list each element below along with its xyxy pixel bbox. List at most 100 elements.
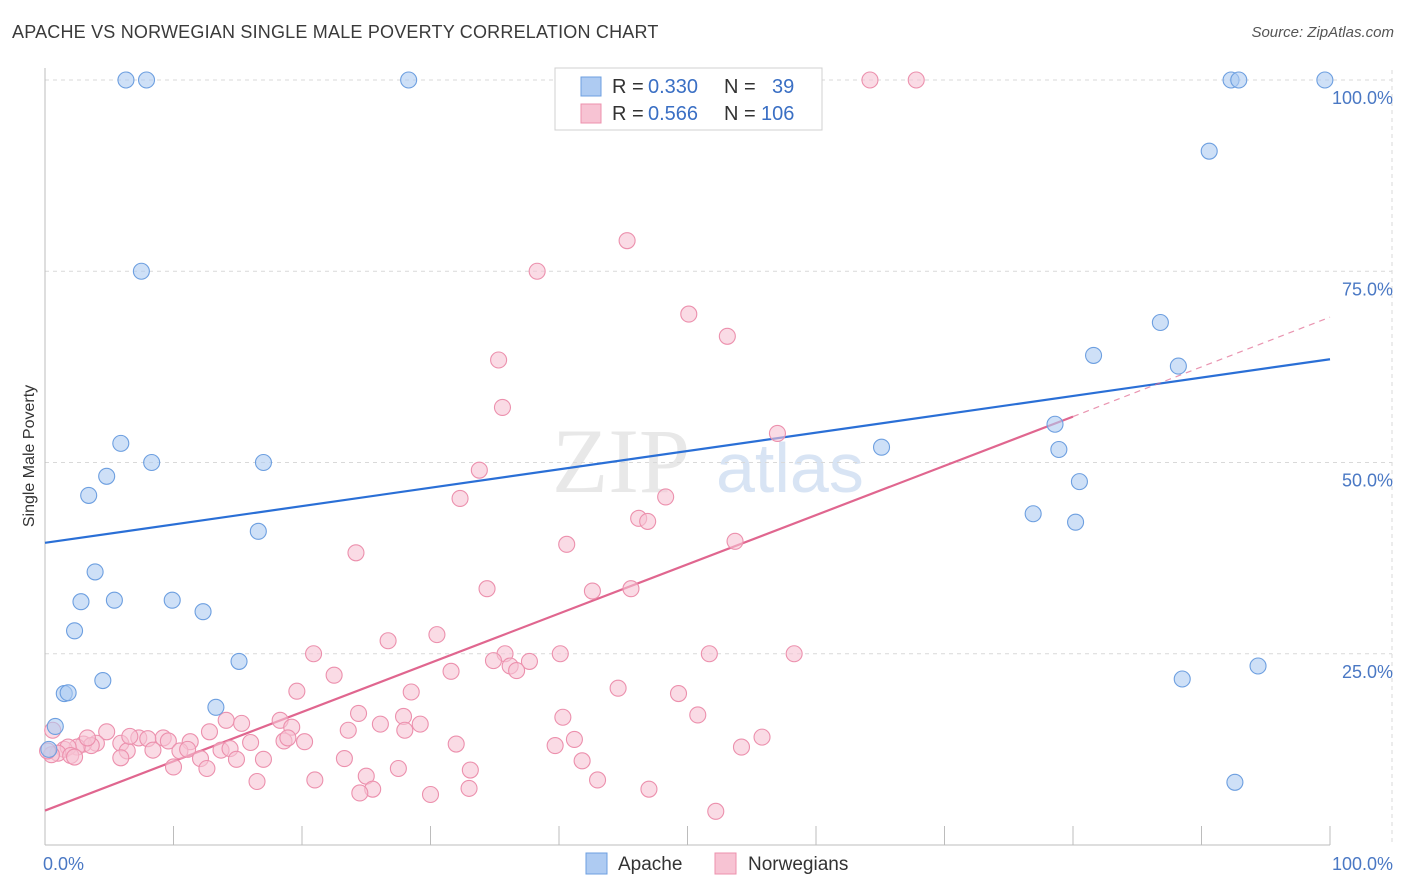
point-norwegians-34 bbox=[288, 682, 306, 700]
point-norwegians-49 bbox=[200, 723, 219, 741]
point-norwegians-20 bbox=[428, 626, 446, 644]
point-norwegians-43 bbox=[233, 714, 251, 732]
point-norwegians-11 bbox=[657, 488, 675, 506]
point-norwegians-1 bbox=[907, 71, 925, 89]
point-norwegians-97 bbox=[640, 780, 658, 798]
trend-lines bbox=[44, 316, 1331, 812]
y-tick-label-75: 75.0% bbox=[1342, 279, 1393, 299]
point-apache-8 bbox=[1151, 313, 1169, 332]
point-norwegians-80 bbox=[66, 748, 84, 766]
point-norwegians-87 bbox=[164, 758, 183, 776]
point-apache-38 bbox=[1226, 773, 1244, 791]
point-norwegians-28 bbox=[520, 652, 538, 670]
point-norwegians-7 bbox=[493, 398, 512, 416]
point-norwegians-96 bbox=[460, 779, 478, 797]
bottom-legend-swatch-apache bbox=[585, 852, 608, 875]
legend-swatch-apache bbox=[580, 76, 602, 97]
point-norwegians-88 bbox=[198, 759, 216, 778]
chart-title: APACHE VS NORWEGIAN SINGLE MALE POVERTY … bbox=[12, 22, 659, 42]
point-norwegians-10 bbox=[451, 489, 469, 508]
point-norwegians-22 bbox=[305, 645, 323, 663]
point-norwegians-40 bbox=[554, 708, 572, 726]
stats-legend: R = 0.330 N = 39 R = 0.566 N = 106 bbox=[554, 67, 823, 131]
point-apache-20 bbox=[1024, 505, 1042, 523]
point-apache-29 bbox=[230, 652, 248, 670]
point-norwegians-32 bbox=[325, 666, 343, 684]
point-apache-37 bbox=[40, 740, 58, 758]
point-norwegians-35 bbox=[402, 683, 420, 701]
point-apache-32 bbox=[1173, 670, 1191, 688]
point-norwegians-30 bbox=[508, 662, 526, 680]
point-norwegians-27 bbox=[484, 652, 503, 670]
point-norwegians-89 bbox=[389, 759, 407, 778]
y-tick-label-100: 100.0% bbox=[1332, 88, 1393, 108]
point-apache-12 bbox=[112, 434, 130, 452]
point-norwegians-19 bbox=[622, 580, 640, 598]
point-norwegians-76 bbox=[732, 738, 751, 756]
tick-labels: 25.0% 50.0% 75.0% 100.0% 0.0% 100.0% bbox=[43, 88, 1393, 874]
point-apache-30 bbox=[1249, 657, 1267, 675]
point-norwegians-50 bbox=[98, 723, 116, 741]
point-norwegians-84 bbox=[254, 750, 273, 768]
point-norwegians-85 bbox=[335, 750, 353, 768]
point-apache-27 bbox=[194, 603, 212, 621]
point-apache-18 bbox=[80, 486, 98, 504]
point-norwegians-58 bbox=[296, 733, 314, 751]
data-points bbox=[39, 71, 1334, 820]
trendline-norwegians-extension bbox=[1072, 316, 1331, 418]
point-apache-35 bbox=[207, 698, 225, 716]
point-norwegians-44 bbox=[411, 715, 429, 733]
x-tick-label-min: 0.0% bbox=[43, 854, 84, 874]
point-norwegians-83 bbox=[227, 750, 246, 768]
point-norwegians-25 bbox=[700, 645, 718, 663]
legend-r-label-apache: R = bbox=[612, 76, 644, 98]
point-apache-5 bbox=[1316, 71, 1334, 89]
point-norwegians-92 bbox=[306, 771, 324, 789]
point-norwegians-21 bbox=[379, 632, 397, 650]
point-apache-16 bbox=[254, 453, 273, 472]
legend-n-value-apache: 39 bbox=[772, 76, 794, 98]
watermark-atlas: atlas bbox=[716, 429, 864, 507]
point-norwegians-18 bbox=[583, 582, 601, 600]
legend-n-label-norwegians: N = bbox=[724, 103, 756, 125]
point-apache-6 bbox=[1200, 142, 1218, 160]
point-norwegians-74 bbox=[546, 736, 564, 755]
point-apache-9 bbox=[1085, 346, 1103, 364]
point-apache-31 bbox=[94, 671, 112, 690]
point-norwegians-93 bbox=[248, 772, 266, 791]
bottom-legend-label-apache: Apache bbox=[618, 854, 682, 875]
point-norwegians-104 bbox=[121, 727, 139, 745]
point-apache-36 bbox=[46, 717, 64, 735]
legend-r-value-norwegians: 0.566 bbox=[648, 103, 698, 125]
point-norwegians-42 bbox=[217, 711, 235, 729]
point-norwegians-99 bbox=[421, 785, 440, 804]
point-apache-11 bbox=[1046, 415, 1064, 433]
point-apache-7 bbox=[132, 262, 150, 280]
y-tick-label-25: 25.0% bbox=[1342, 662, 1393, 682]
point-norwegians-55 bbox=[159, 732, 177, 750]
point-apache-24 bbox=[72, 593, 90, 611]
point-apache-15 bbox=[143, 453, 161, 472]
bottom-legend-label-norwegians: Norwegians bbox=[748, 854, 848, 875]
point-norwegians-2 bbox=[618, 232, 636, 250]
legend-r-value-apache: 0.330 bbox=[648, 76, 698, 98]
point-norwegians-9 bbox=[470, 461, 488, 479]
point-norwegians-3 bbox=[528, 262, 546, 280]
point-norwegians-75 bbox=[565, 730, 583, 748]
point-norwegians-69 bbox=[144, 741, 162, 759]
x-tick-label-max: 100.0% bbox=[1332, 854, 1393, 874]
point-norwegians-90 bbox=[461, 761, 479, 779]
point-apache-2 bbox=[400, 71, 418, 89]
point-norwegians-15 bbox=[726, 532, 744, 550]
bottom-legend-swatch-norwegians bbox=[714, 852, 737, 875]
point-apache-28 bbox=[66, 622, 84, 640]
point-norwegians-33 bbox=[609, 679, 627, 697]
point-apache-22 bbox=[249, 522, 267, 540]
series-legend: Apache Norwegians bbox=[585, 852, 848, 875]
point-apache-26 bbox=[163, 591, 181, 609]
point-norwegians-98 bbox=[351, 784, 369, 802]
legend-swatch-norwegians bbox=[580, 103, 602, 124]
point-norwegians-103 bbox=[78, 729, 96, 747]
point-norwegians-81 bbox=[112, 749, 130, 767]
